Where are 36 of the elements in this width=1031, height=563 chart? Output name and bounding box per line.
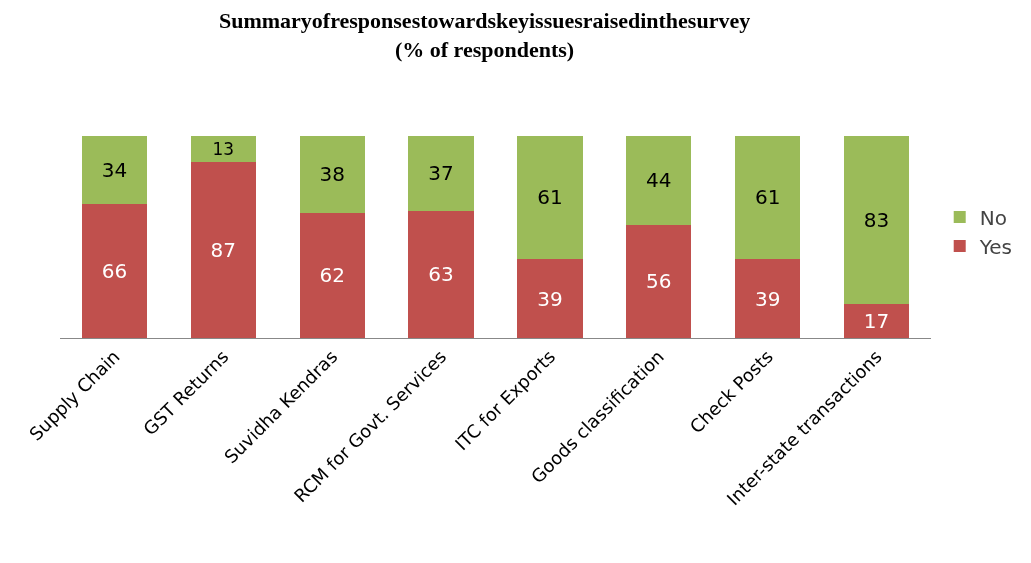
data-label: 63 <box>428 262 454 287</box>
chart-subtitle: (% of respondents) <box>394 36 575 62</box>
data-label: 37 <box>428 161 454 186</box>
chart-title: Summaryofresponsestowardskeyissuesraisedinthesurvey <box>218 8 751 34</box>
legend-label: No <box>979 205 1007 230</box>
data-label: 61 <box>754 185 781 210</box>
data-label: 39 <box>754 286 781 311</box>
bar <box>81 135 148 205</box>
data-label: 83 <box>863 207 890 232</box>
bar <box>626 135 692 225</box>
bar <box>626 224 692 338</box>
bar <box>843 135 910 304</box>
data-label: 56 <box>646 269 672 294</box>
bar <box>735 135 801 260</box>
data-label: 87 <box>210 237 237 262</box>
bar <box>81 204 148 338</box>
data-label: 13 <box>212 138 235 159</box>
data-label: 38 <box>319 162 345 187</box>
bar <box>517 135 583 260</box>
data-label: 34 <box>101 158 128 183</box>
data-label: 62 <box>319 263 345 288</box>
bar <box>190 161 256 338</box>
data-label: 61 <box>537 185 563 210</box>
bar <box>735 259 801 338</box>
bar <box>408 135 474 211</box>
bar <box>517 259 583 338</box>
data-label: 66 <box>101 259 128 284</box>
data-label: 39 <box>537 286 563 311</box>
bar <box>408 210 474 338</box>
data-label: 17 <box>863 308 890 333</box>
data-label: 44 <box>646 168 672 193</box>
bar <box>299 212 365 338</box>
bar <box>299 135 365 213</box>
bar <box>190 135 256 162</box>
bar <box>843 303 910 338</box>
legend-label: Yes <box>978 234 1013 259</box>
